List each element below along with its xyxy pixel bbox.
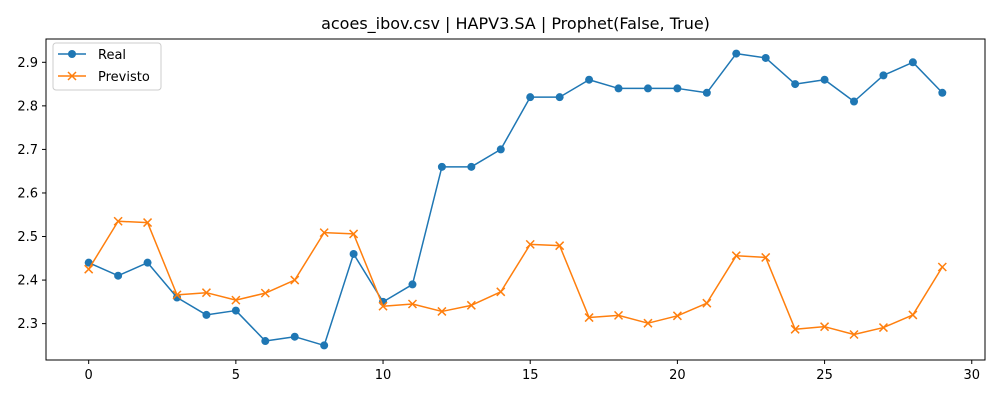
- data-point-real: [673, 84, 682, 93]
- data-point-real: [437, 162, 446, 171]
- data-point-real: [820, 75, 829, 84]
- data-point-real: [908, 58, 917, 67]
- x-axis: 0 5 10 15 20 25 30: [85, 360, 980, 383]
- data-point-real: [614, 84, 623, 93]
- data-point-real: [172, 293, 181, 302]
- data-point-previsto: [378, 301, 388, 311]
- data-point-previsto: [496, 287, 506, 297]
- data-point-real: [791, 80, 800, 89]
- data-point-real: [643, 84, 652, 93]
- y-axis: 2.3 2.4 2.5 2.6 2.7 2.8 2.9: [17, 56, 46, 332]
- x-tick-label: 0: [85, 368, 93, 383]
- y-tick-label: 2.6: [17, 186, 38, 201]
- data-point-previsto: [290, 275, 300, 285]
- data-point-previsto: [349, 229, 359, 239]
- x-tick-label: 25: [816, 368, 833, 383]
- data-point-previsto: [407, 299, 418, 309]
- data-point-previsto: [113, 216, 123, 226]
- data-point-previsto: [761, 252, 771, 262]
- data-point-real: [879, 71, 888, 80]
- data-point-previsto: [319, 228, 329, 238]
- data-point-previsto: [878, 323, 888, 333]
- data-point-previsto: [643, 318, 653, 328]
- y-tick-label: 2.4: [17, 274, 38, 289]
- data-point-previsto: [613, 310, 624, 320]
- data-point-real: [702, 88, 711, 97]
- y-tick-label: 2.5: [17, 230, 38, 245]
- series-line-previsto: [88, 220, 943, 336]
- legend-label-previsto: Previsto: [98, 70, 150, 85]
- data-point-previsto: [466, 300, 476, 310]
- data-point-real: [526, 93, 535, 102]
- data-point-real: [408, 280, 417, 289]
- data-point-real: [143, 258, 152, 267]
- x-tick-label: 20: [669, 368, 686, 383]
- data-point-previsto: [937, 262, 947, 272]
- y-tick-label: 2.8: [17, 99, 38, 114]
- data-point-previsto: [908, 310, 918, 320]
- data-point-real: [261, 337, 270, 346]
- x-tick-label: 15: [522, 368, 539, 383]
- data-point-previsto: [584, 313, 594, 323]
- legend-label-real: Real: [98, 48, 126, 63]
- y-tick-label: 2.7: [17, 143, 38, 158]
- data-point-previsto: [849, 329, 859, 340]
- data-point-real: [585, 75, 594, 84]
- data-point-previsto: [231, 295, 241, 305]
- data-point-previsto: [790, 324, 800, 334]
- legend-marker-previsto: [67, 71, 77, 81]
- data-point-real: [202, 310, 211, 319]
- series-previsto: [84, 216, 947, 340]
- chart-title: acoes_ibov.csv | HAPV3.SA | Prophet(Fals…: [321, 14, 710, 34]
- x-tick-label: 10: [375, 368, 392, 383]
- y-tick-label: 2.3: [17, 317, 38, 332]
- data-point-previsto: [672, 311, 682, 321]
- data-point-real: [850, 97, 859, 106]
- data-point-real: [290, 332, 299, 341]
- data-point-real: [114, 271, 123, 280]
- data-point-real: [349, 249, 358, 258]
- legend: Real Previsto: [52, 42, 162, 91]
- data-point-real: [231, 306, 240, 315]
- series-layer: [84, 49, 947, 350]
- data-point-previsto: [84, 264, 94, 274]
- legend-marker-real: [68, 50, 76, 58]
- data-point-previsto: [260, 288, 270, 298]
- data-point-real: [496, 145, 505, 154]
- data-point-previsto: [143, 218, 153, 228]
- data-point-previsto: [702, 298, 712, 308]
- x-tick-label: 5: [232, 368, 240, 383]
- series-real: [84, 49, 947, 350]
- x-tick-label: 30: [963, 368, 980, 383]
- data-point-previsto: [525, 239, 535, 249]
- series-line-real: [88, 52, 943, 347]
- data-point-real: [320, 341, 329, 350]
- data-point-real: [555, 93, 564, 102]
- data-point-previsto: [820, 322, 830, 332]
- data-point-previsto: [201, 288, 211, 298]
- data-point-real: [938, 88, 947, 97]
- data-point-previsto: [172, 290, 182, 300]
- y-tick-label: 2.9: [17, 56, 38, 71]
- data-point-previsto: [555, 241, 565, 251]
- data-point-real: [732, 49, 741, 58]
- data-point-real: [467, 162, 476, 171]
- data-point-previsto: [731, 251, 741, 261]
- data-point-real: [761, 53, 770, 62]
- data-point-previsto: [437, 306, 447, 316]
- plot-area: [45, 38, 986, 361]
